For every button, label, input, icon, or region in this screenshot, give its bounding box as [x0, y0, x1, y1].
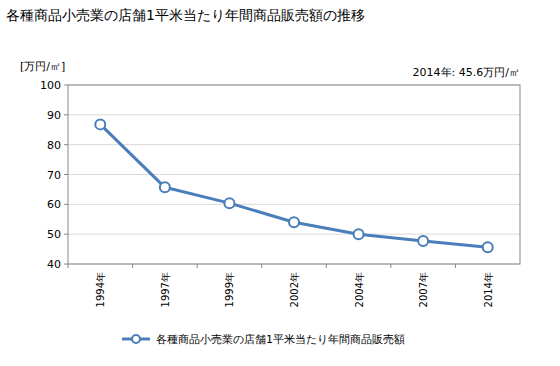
annotation: 2014年: 45.6万円/㎡	[413, 66, 520, 79]
y-tick-label: 60	[47, 198, 61, 211]
point	[224, 198, 234, 208]
x-tick-label: 1999年	[224, 272, 235, 307]
grid-line	[68, 174, 520, 175]
y-tick	[64, 204, 68, 205]
x-tick	[326, 264, 327, 268]
y-tick-label: 40	[47, 258, 61, 271]
x-tick	[132, 264, 133, 268]
point	[354, 229, 364, 239]
legend: 各種商品小売業の店舗1平米当たり年間商品販売額	[122, 333, 405, 346]
x-tick	[390, 264, 391, 268]
y-tick-label: 80	[47, 139, 61, 152]
x-tick-label: 1997年	[160, 272, 171, 307]
y-tick-label: 90	[47, 109, 61, 122]
x-tick	[68, 264, 69, 268]
y-tick	[64, 174, 68, 175]
grid-line	[68, 144, 520, 145]
plot-marks	[95, 119, 492, 252]
y-tick-label: 50	[47, 228, 61, 241]
grid-line	[68, 234, 520, 235]
x-tick-label: 2014年	[483, 272, 494, 307]
legend-marker	[132, 335, 140, 343]
point	[418, 236, 428, 246]
line	[100, 124, 487, 247]
y-tick-label: 70	[47, 169, 61, 182]
y-tick	[64, 85, 68, 86]
point	[95, 119, 105, 129]
y-tick	[64, 264, 68, 265]
y-tick-label: 100	[40, 79, 61, 92]
chart-svg: 各種商品小売業の店舗1平米当たり年間商品販売額の推移 [万円/㎡] 2014年: 4…	[0, 0, 560, 366]
y-tick	[64, 144, 68, 145]
y-tick	[64, 234, 68, 235]
grid-line	[68, 204, 520, 205]
x-tick-label: 2002年	[289, 272, 300, 307]
title: 各種商品小売業の店舗1平米当たり年間商品販売額の推移	[6, 7, 365, 23]
point	[483, 242, 493, 252]
y-tick	[64, 114, 68, 115]
point	[160, 182, 170, 192]
x-tick	[455, 264, 456, 268]
point	[289, 217, 299, 227]
x-tick-label: 1994年	[95, 272, 106, 307]
x-tick	[261, 264, 262, 268]
plot-frame	[68, 85, 520, 264]
x-tick	[197, 264, 198, 268]
x-tick-label: 2004年	[354, 272, 365, 307]
y-axis-label: [万円/㎡]	[20, 60, 65, 73]
x-tick-label: 2007年	[418, 272, 429, 307]
legend-label: 各種商品小売業の店舗1平米当たり年間商品販売額	[156, 333, 405, 346]
chart-root: 各種商品小売業の店舗1平米当たり年間商品販売額の推移 [万円/㎡] 2014年: 4…	[0, 0, 560, 366]
grid-line	[68, 114, 520, 115]
